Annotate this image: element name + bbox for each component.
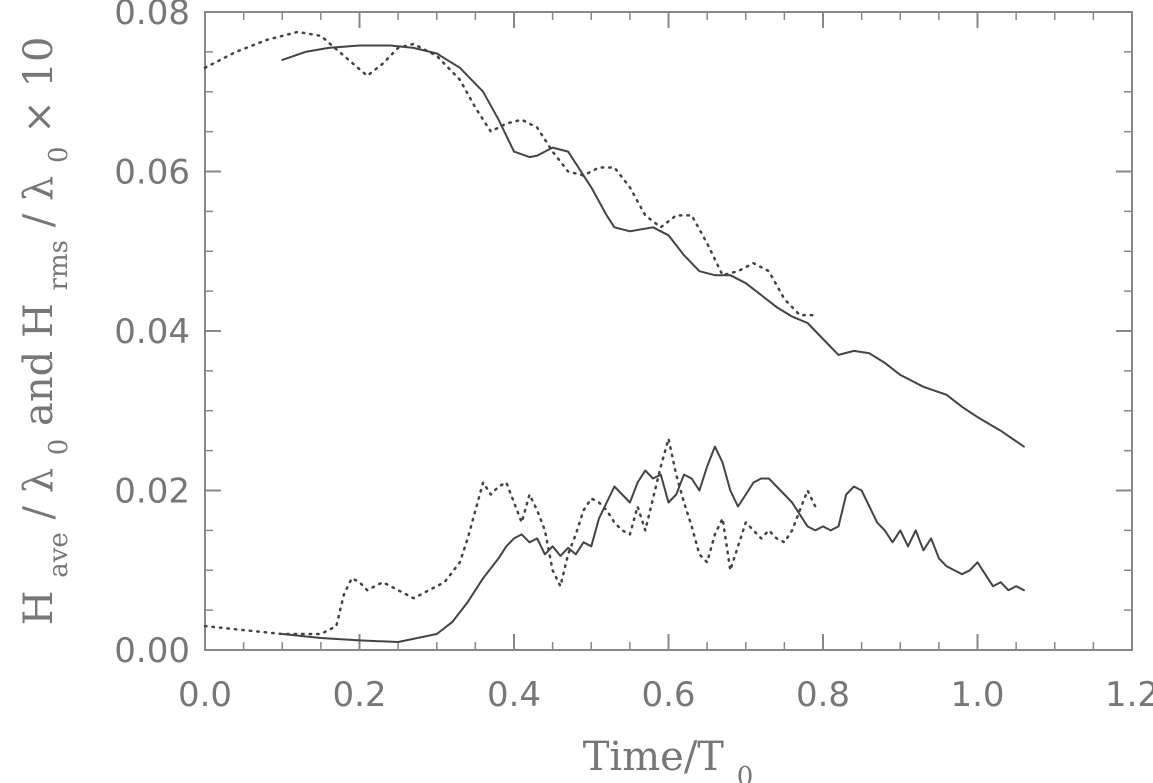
- y-title-slash2: /: [16, 213, 62, 227]
- y-title-lambda2-sub: 0: [44, 146, 74, 163]
- x-tick-label: 1.2: [1105, 675, 1153, 715]
- y-tick-label: 0.00: [114, 631, 190, 671]
- y-title-and: and H: [16, 303, 62, 426]
- x-axis-title: Time/T 0: [583, 734, 754, 783]
- series-line-solid: [281, 445, 1025, 643]
- y-axis-title: H ave / λ 0 and H rms / λ 0 × 10: [16, 37, 74, 626]
- y-title-times: × 10: [16, 37, 62, 134]
- y-tick-label: 0.06: [114, 153, 190, 193]
- y-tick-label: 0.08: [114, 0, 190, 33]
- x-tick-label: 0.4: [487, 675, 541, 715]
- axis-ticks: [204, 11, 1133, 651]
- tick-labels: 0.0 0.2 0.4 0.6 0.8 1.0 1.2 0.00 0.02 0.04 0.06 0.0…: [114, 0, 1153, 715]
- series-line-dotted: [203, 437, 817, 636]
- plot-frame: [204, 11, 1133, 651]
- x-tick-label: 0.8: [796, 675, 850, 715]
- x-tick-label: 0.0: [178, 675, 232, 715]
- x-tick-label: 0.2: [332, 675, 386, 715]
- y-title-slash1: /: [16, 506, 62, 520]
- y-title-h1: H: [16, 591, 62, 626]
- x-tick-label: 1.0: [950, 675, 1004, 715]
- x-tick-label: 0.6: [641, 675, 695, 715]
- y-tick-label: 0.02: [114, 472, 190, 512]
- y-title-h1-sub: ave: [44, 532, 74, 578]
- x-axis-title-sub: 0: [737, 762, 754, 783]
- y-title-lambda1-sub: 0: [44, 439, 74, 456]
- series-line-dotted: [203, 30, 817, 317]
- x-axis-title-main: Time/T: [583, 734, 725, 780]
- series-layer: [203, 30, 1025, 643]
- y-title-lambda1: λ: [16, 468, 62, 493]
- y-tick-label: 0.04: [114, 312, 190, 352]
- series-line-solid: [281, 44, 1025, 448]
- y-title-lambda2: λ: [16, 176, 62, 201]
- y-title-h2-sub: rms: [44, 240, 74, 290]
